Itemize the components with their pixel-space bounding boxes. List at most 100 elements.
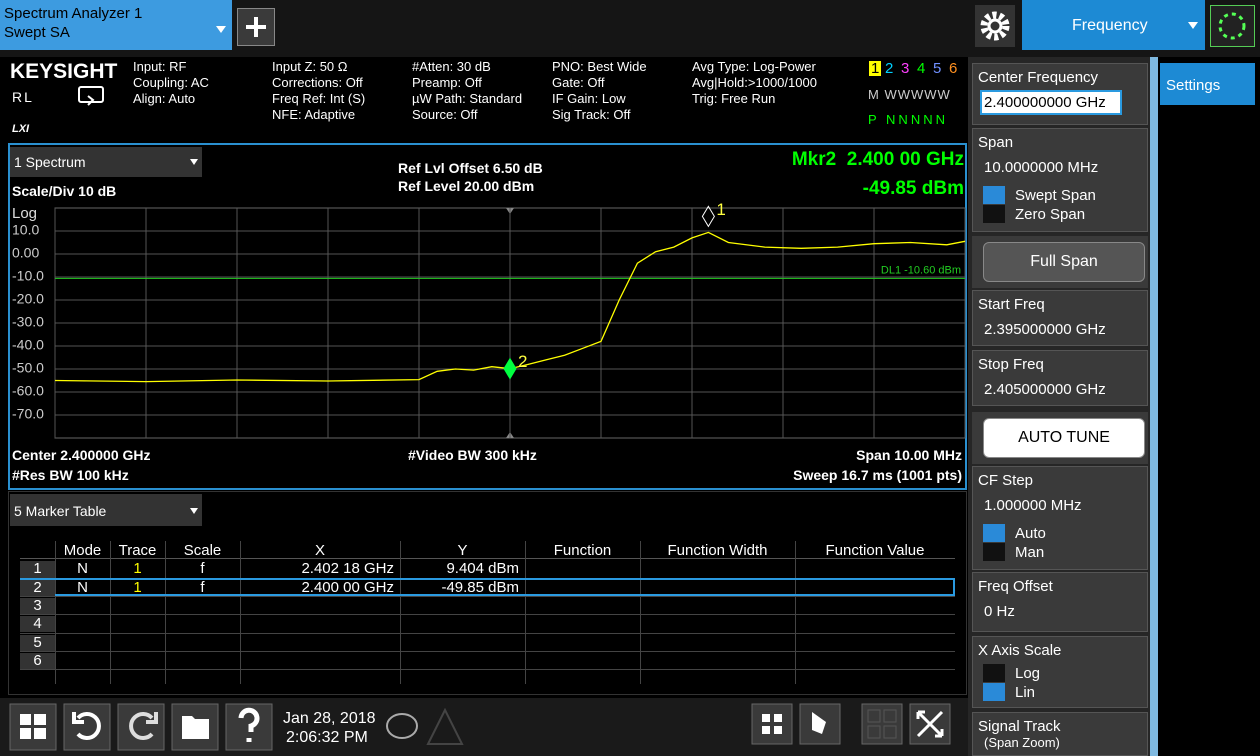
- setting-text: Avg Type: Log-Power: [692, 59, 816, 74]
- field-value: 2.395000000 GHz: [984, 321, 1106, 338]
- dropdown-arrow: [190, 508, 198, 514]
- table-cell: 3: [20, 598, 55, 615]
- sweep: Sweep 16.7 ms (1001 pts): [793, 467, 962, 483]
- table-cell: 4: [20, 616, 55, 633]
- scale-div: Scale/Div 10 dB: [12, 183, 117, 199]
- setting-text: Input: RF: [133, 59, 187, 74]
- field-value: 10.0000000 MHz: [984, 159, 1099, 176]
- setting-text: Corrections: Off: [272, 75, 363, 90]
- table-cell: 2.400 00 GHz: [301, 578, 394, 596]
- ref-level: Ref Level 20.00 dBm: [398, 178, 535, 194]
- dropdown-arrow: [1188, 22, 1198, 29]
- y-tick-label: -60.0: [12, 383, 44, 399]
- radio-indicator[interactable]: [983, 524, 1005, 542]
- radio-label: Man: [1015, 544, 1045, 561]
- radio-label: Lin: [1015, 684, 1036, 701]
- table-cell: 5: [20, 634, 55, 651]
- y-tick-label: -40.0: [12, 337, 44, 353]
- field-label: Span: [978, 134, 1014, 151]
- panel-field[interactable]: [972, 350, 1148, 406]
- table-cell: 6: [20, 653, 55, 670]
- column-divider: [795, 541, 796, 684]
- app-title: Spectrum Analyzer 1: [4, 5, 143, 22]
- window-title: 1 Spectrum: [14, 154, 86, 170]
- trace-number[interactable]: 3: [901, 60, 910, 77]
- table-cell: 1: [20, 561, 55, 578]
- panel-field[interactable]: [972, 290, 1148, 346]
- column-header: Function Value: [825, 542, 925, 559]
- radio-indicator[interactable]: [983, 543, 1005, 561]
- scrollbar[interactable]: [1150, 57, 1158, 756]
- dropdown-arrow: [190, 159, 198, 165]
- setting-text: Sig Track: Off: [552, 107, 631, 122]
- y-tick-label: -20.0: [12, 291, 44, 307]
- setting-text: Source: Off: [412, 107, 478, 122]
- setting-text: Avg|Hold:>1000/1000: [692, 75, 817, 90]
- y-tick-label: -70.0: [12, 406, 44, 422]
- radio-indicator[interactable]: [983, 683, 1005, 701]
- radio-indicator[interactable]: [983, 186, 1005, 204]
- spectrum-plot: Log 10.0 0.00 -10.0 -20.0 -30.0 -40.0 -50.0 -60…: [12, 200, 966, 439]
- setting-text: µW Path: Standard: [412, 91, 523, 106]
- column-header: Trace: [118, 542, 157, 559]
- trace-detectors: P NNNNN: [868, 112, 948, 127]
- taskbar-icons[interactable]: [0, 698, 968, 756]
- table-cell: -49.85 dBm: [441, 578, 519, 596]
- column-header: Y: [457, 542, 468, 559]
- marker-table-window: [8, 491, 967, 695]
- radio-label: Zero Span: [1015, 206, 1086, 223]
- marker: [701, 205, 715, 228]
- panel-button[interactable]: [983, 242, 1145, 282]
- column-header: Mode: [63, 542, 102, 559]
- setting-text: Trig: Free Run: [692, 91, 776, 106]
- window-selector[interactable]: 1 Spectrum: [10, 147, 202, 177]
- trace-number[interactable]: 1: [869, 60, 882, 77]
- trace-number[interactable]: 5: [933, 60, 942, 77]
- column-divider: [55, 541, 56, 684]
- panel-button[interactable]: [983, 418, 1145, 458]
- setting-text: Align: Auto: [133, 91, 196, 106]
- app-tab[interactable]: Spectrum Analyzer 1 Swept SA: [0, 0, 232, 50]
- y-tick-label: 0.00: [12, 245, 39, 261]
- window-selector[interactable]: 5 Marker Table: [10, 494, 202, 526]
- time: 2:06:32 PM: [286, 729, 368, 746]
- lxi-logo: LXI: [12, 123, 30, 135]
- radio-indicator[interactable]: [983, 205, 1005, 223]
- center-freq: Center 2.400000 GHz: [12, 447, 151, 463]
- panel-field[interactable]: [972, 572, 1148, 632]
- field-label: Start Freq: [978, 296, 1045, 313]
- table-cell: 2.402 18 GHz: [301, 560, 394, 578]
- column-header: Scale: [183, 542, 222, 559]
- field-label: X Axis Scale: [978, 642, 1062, 659]
- marker-label: 2: [518, 352, 527, 371]
- log-label: Log: [12, 205, 37, 222]
- app-mode: Swept SA: [4, 24, 70, 41]
- panel-button-label: Full Span: [1030, 253, 1098, 270]
- settings-gear[interactable]: [975, 5, 1015, 47]
- panel-button-label: AUTO TUNE: [1018, 429, 1110, 446]
- menu-tab[interactable]: Frequency: [1022, 0, 1205, 50]
- rl-label: RL: [12, 89, 34, 105]
- setting-text: PNO: Best Wide: [552, 59, 647, 74]
- column-divider: [240, 541, 241, 684]
- field-value: 0 Hz: [984, 603, 1015, 620]
- trace-number[interactable]: 4: [917, 60, 926, 77]
- marker: [503, 357, 517, 380]
- setting-text: Input Z: 50 Ω: [272, 59, 348, 74]
- settings-tab[interactable]: Settings: [1160, 63, 1255, 105]
- marker-frequency: Mkr2 2.400 00 GHz: [791, 149, 964, 170]
- add-button[interactable]: [237, 8, 275, 46]
- screen-icon[interactable]: [78, 86, 104, 108]
- brand: KEYSIGHT: [10, 60, 118, 83]
- radio-label: Auto: [1015, 525, 1046, 542]
- trace-number[interactable]: 6: [949, 60, 958, 77]
- radio-indicator[interactable]: [983, 664, 1005, 682]
- display-line-label: DL1 -10.60 dBm: [881, 264, 961, 276]
- menu-title: Frequency: [1072, 17, 1148, 34]
- column-divider: [640, 541, 641, 684]
- trace-number[interactable]: 2: [885, 60, 894, 77]
- ref-offset: Ref Lvl Offset 6.50 dB: [398, 160, 543, 176]
- setting-text: NFE: Adaptive: [272, 107, 356, 122]
- field-value: 2.400000000 GHz: [984, 94, 1106, 111]
